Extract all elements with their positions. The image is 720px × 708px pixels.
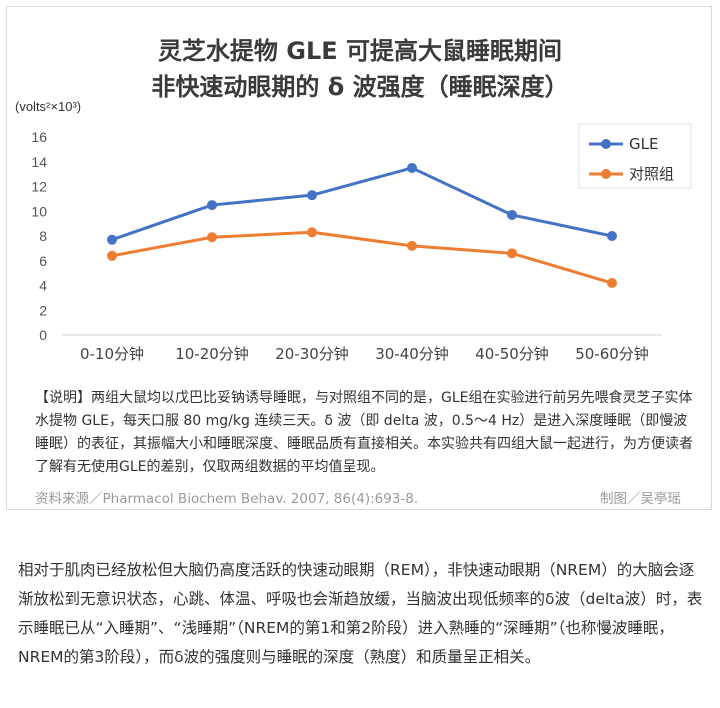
chart-source: 资料来源／Pharmacol Biochem Behav. 2007, 86(4… [35, 491, 419, 507]
data-point [507, 248, 517, 259]
data-point [607, 278, 617, 289]
y-tick-label: 4 [39, 278, 47, 294]
y-axis-label: (volts²×10³) [15, 99, 81, 114]
line-chart: (volts²×10³) 0 2 4 6 8 10 12 14 16 0-10分钟 10-20分钟 20… [15, 99, 692, 363]
y-tick-label: 2 [39, 302, 47, 318]
legend-label: 对照组 [629, 165, 674, 183]
x-tick-label: 50-60分钟 [575, 345, 649, 363]
data-point [607, 231, 617, 241]
data-point [207, 200, 217, 211]
y-tick-label: 8 [39, 228, 47, 244]
chart-title-line1: 灵芝水提物 GLE 可提高大鼠睡眠期间 [157, 37, 563, 65]
article-paragraph: 相对于肌肉已经放松但大脑仍高度活跃的快速动眼期（REM），非快速动眼期（NREM… [18, 561, 703, 666]
data-point [107, 250, 117, 261]
series-line-1 [111, 166, 613, 242]
data-point [307, 190, 317, 201]
x-tick-label: 0-10分钟 [80, 345, 144, 363]
data-point [507, 209, 517, 220]
series-line-2 [111, 230, 613, 285]
data-point [207, 232, 217, 243]
y-tick-label: 16 [31, 129, 47, 145]
y-tick-label: 0 [39, 327, 47, 343]
data-point [307, 227, 317, 238]
y-tick-label: 6 [39, 253, 47, 269]
data-point [407, 240, 417, 251]
data-point [407, 162, 417, 173]
chart-credit: 制图／吴亭瑶 [600, 491, 681, 507]
y-tick-label: 14 [31, 154, 47, 170]
x-tick-label: 40-50分钟 [475, 345, 549, 363]
x-tick-label: 30-40分钟 [375, 345, 449, 363]
chart-title-line2: 非快速动眼期的 δ 波强度（睡眠深度） [151, 73, 569, 101]
chart-card: 灵芝水提物 GLE 可提高大鼠睡眠期间 非快速动眼期的 δ 波强度（睡眠深度） … [6, 6, 712, 510]
legend-swatch-marker [601, 169, 611, 179]
x-tick-label: 20-30分钟 [275, 345, 349, 363]
legend-swatch-marker [601, 139, 611, 149]
chart-note: 【说明】两组大鼠均以戊巴比妥钠诱导睡眠，与对照组不同的是，GLE组在实验进行前另… [35, 390, 693, 475]
y-tick-label: 10 [31, 203, 47, 219]
chart-title: 灵芝水提物 GLE 可提高大鼠睡眠期间 非快速动眼期的 δ 波强度（睡眠深度） [7, 33, 713, 105]
legend-label: GLE [629, 135, 658, 153]
x-tick-label: 10-20分钟 [175, 345, 249, 363]
legend-box [578, 123, 692, 189]
y-tick-label: 12 [31, 179, 47, 195]
data-point [107, 234, 117, 245]
